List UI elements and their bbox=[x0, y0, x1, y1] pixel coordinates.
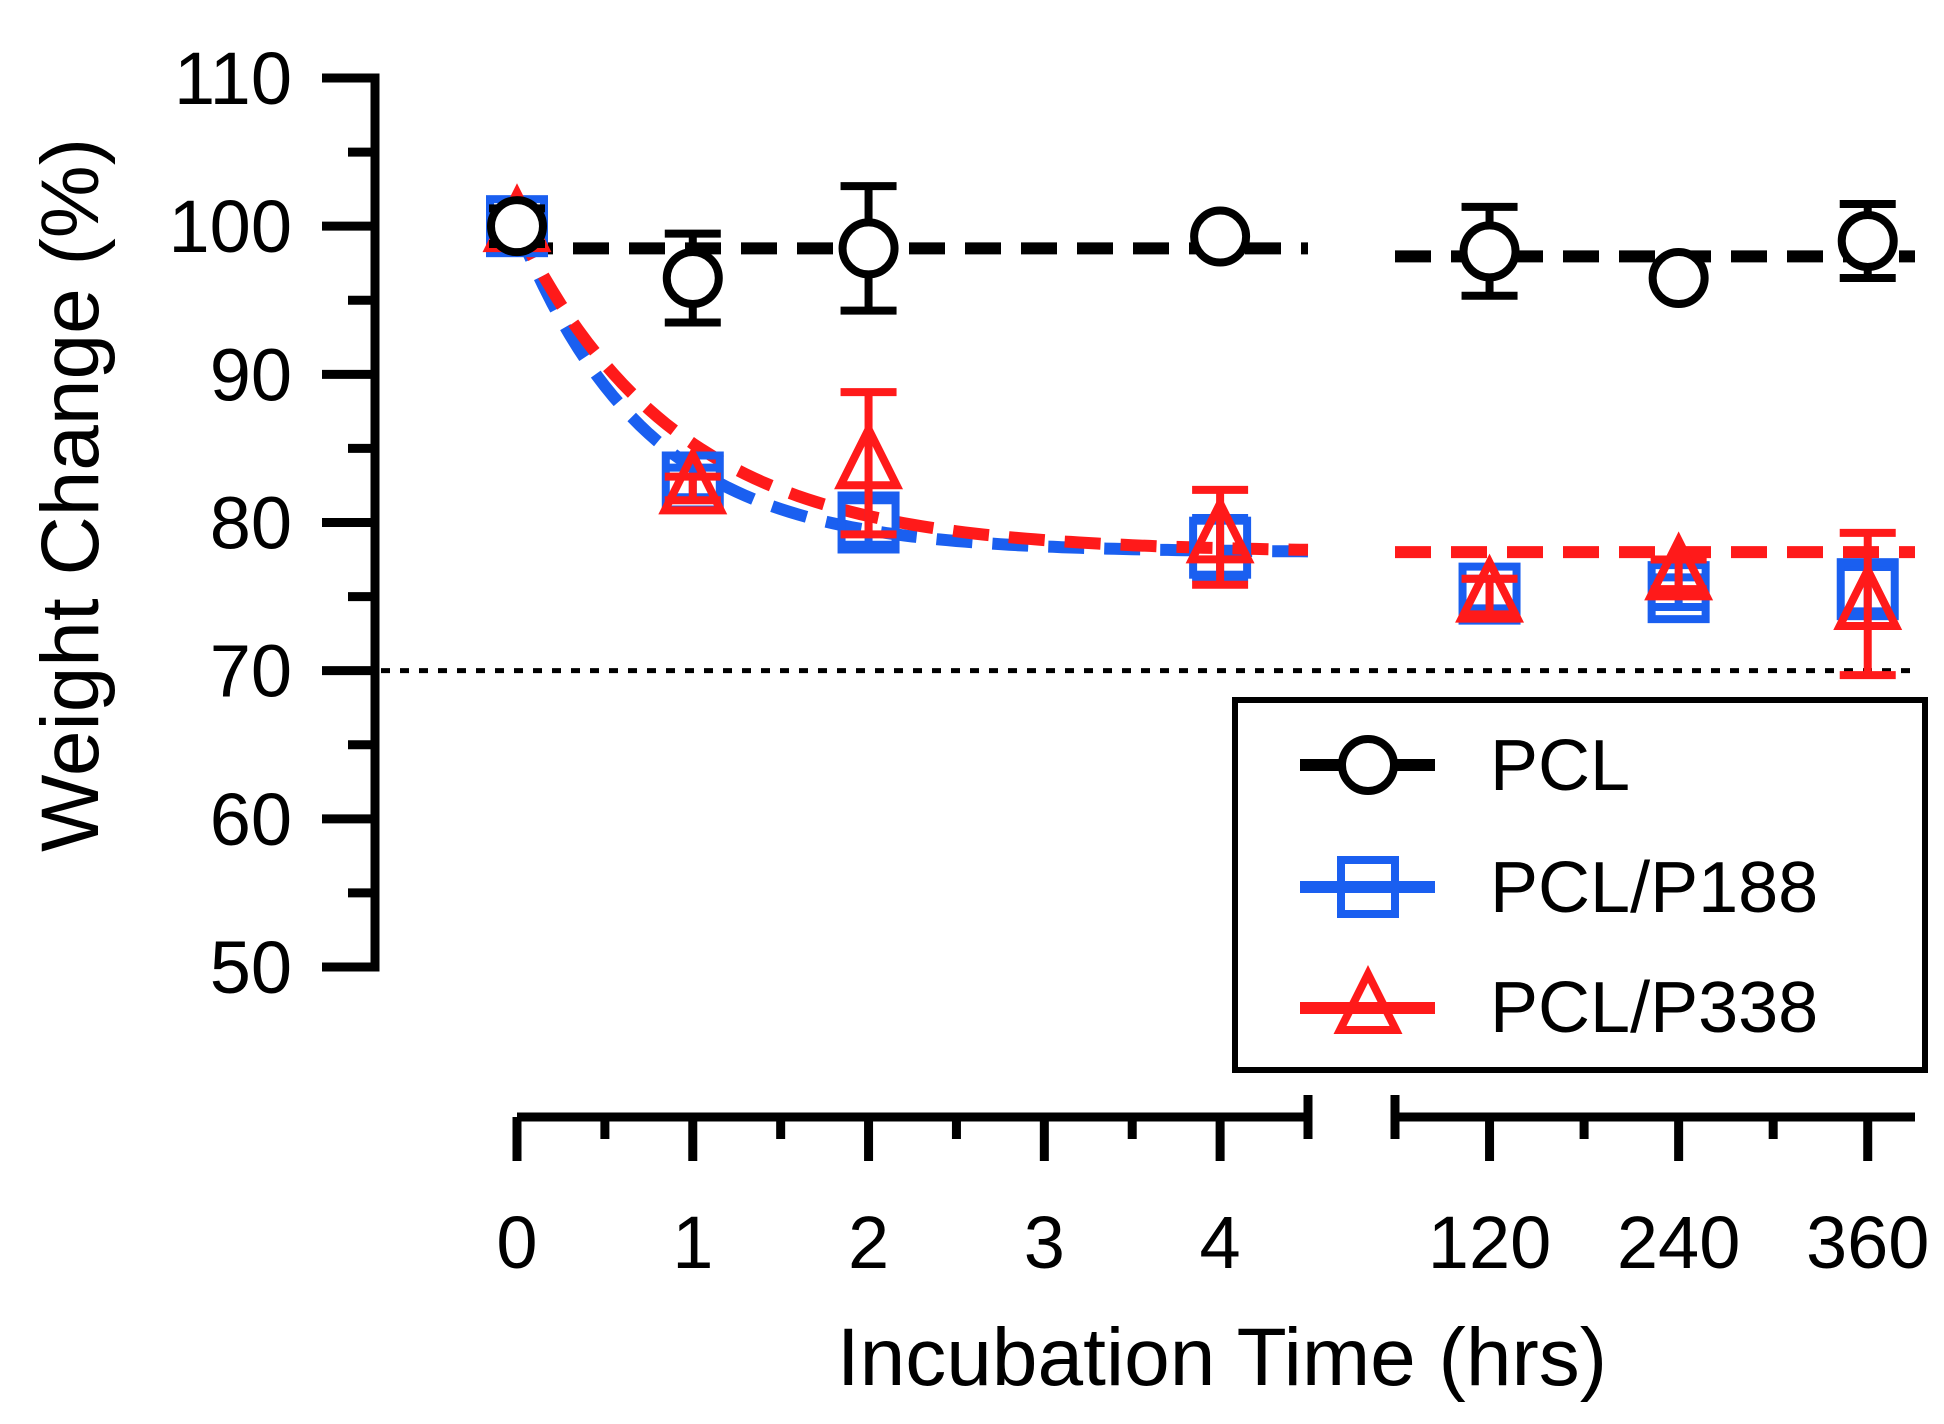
x-axis-title: Incubation Time (hrs) bbox=[837, 1312, 1607, 1403]
x-tick-label: 0 bbox=[496, 1201, 537, 1284]
data-point-pcl bbox=[1459, 221, 1520, 282]
x-tick-label: 2 bbox=[848, 1201, 889, 1284]
axes-layer: 50 60 70 80 90 100 110 0 1 2 3 4 120 240 360 bbox=[169, 37, 1930, 1284]
legend: PCL PCL/P188 PCL/P338 bbox=[1232, 697, 1928, 1073]
legend-label-pcl-p188: PCL/P188 bbox=[1490, 848, 1818, 928]
legend-label-pcl-p338: PCL/P338 bbox=[1490, 968, 1818, 1048]
y-tick-label: 60 bbox=[210, 778, 292, 861]
data-point-pcl-p338 bbox=[1833, 561, 1903, 630]
y-tick-label: 70 bbox=[210, 630, 292, 713]
y-axis-title: Weight Change (%) bbox=[25, 138, 116, 852]
legend-marker-pcl-p188 bbox=[1337, 856, 1399, 918]
x-tick-label: 3 bbox=[1024, 1201, 1065, 1284]
data-point-pcl bbox=[1648, 248, 1709, 309]
data-points-layer bbox=[482, 182, 1903, 680]
data-point-pcl-p338 bbox=[1644, 531, 1714, 601]
fit-curve-pcl-p338 bbox=[511, 223, 1309, 556]
legend-label-pcl: PCL bbox=[1490, 726, 1630, 806]
legend-marker-pcl-p338 bbox=[1333, 965, 1403, 1034]
data-point-pcl bbox=[838, 218, 899, 279]
x-tick-label: 4 bbox=[1200, 1201, 1241, 1284]
y-tick-label: 110 bbox=[174, 37, 292, 120]
legend-markers bbox=[1300, 735, 1435, 1034]
x-tick-label: 240 bbox=[1617, 1201, 1740, 1284]
data-point-pcl bbox=[662, 248, 723, 309]
data-point-pcl-p338 bbox=[1455, 553, 1525, 623]
y-tick-label: 50 bbox=[210, 926, 292, 1009]
data-point-pcl-p338 bbox=[834, 420, 904, 490]
x-tick-label: 1 bbox=[672, 1201, 713, 1284]
data-point-pcl bbox=[1190, 206, 1251, 267]
y-tick-label: 100 bbox=[169, 185, 292, 268]
data-point-pcl bbox=[1837, 210, 1898, 271]
y-tick-label: 80 bbox=[210, 482, 292, 565]
x-tick-label: 360 bbox=[1806, 1201, 1929, 1284]
data-point-pcl-p338 bbox=[658, 445, 728, 515]
data-point-pcl-p338 bbox=[1185, 494, 1255, 564]
data-point-pcl bbox=[487, 196, 547, 257]
legend-marker-pcl bbox=[1338, 735, 1398, 795]
fit-curve-pcl-p188 bbox=[511, 223, 1309, 558]
x-tick-label: 120 bbox=[1428, 1201, 1551, 1284]
y-tick-label: 90 bbox=[210, 333, 292, 416]
